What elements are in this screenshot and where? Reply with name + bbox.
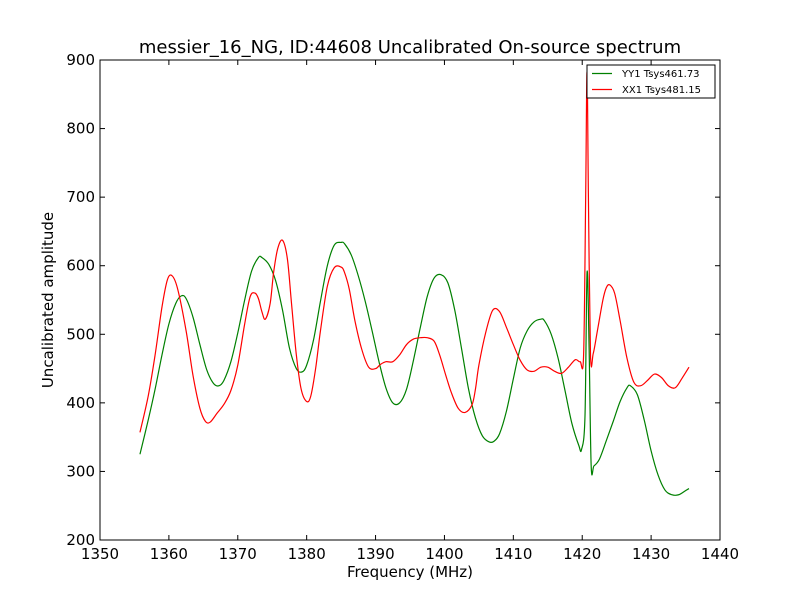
x-tick-label: 1350 — [81, 545, 119, 563]
series-line-xx1 — [139, 69, 690, 433]
x-tick-label: 1410 — [494, 545, 532, 563]
y-axis-title: Uncalibrated amplitude — [39, 212, 57, 388]
y-tick-label: 800 — [66, 120, 95, 138]
x-tick-label: 1430 — [632, 545, 670, 563]
x-tick-label: 1380 — [288, 545, 326, 563]
x-tick-label: 1420 — [563, 545, 601, 563]
plot-area — [100, 60, 720, 540]
x-axis-title: Frequency (MHz) — [347, 563, 473, 581]
y-tick-label: 900 — [66, 51, 95, 69]
x-tick-label: 1400 — [425, 545, 463, 563]
y-tick-label: 700 — [66, 188, 95, 206]
legend: YY1 Tsys461.73 XX1 Tsys481.15 — [586, 64, 716, 99]
y-tick-label: 200 — [66, 531, 95, 549]
chart-title: messier_16_NG, ID:44608 Uncalibrated On-… — [139, 37, 681, 58]
plot-frame — [99, 59, 721, 541]
legend-label-yy1: YY1 Tsys461.73 — [621, 69, 700, 80]
y-axis-ticks: 200 300 400 500 600 700 800 900 — [66, 51, 720, 549]
legend-label-xx1: XX1 Tsys481.15 — [622, 85, 701, 96]
y-tick-label: 400 — [66, 394, 95, 412]
x-tick-label: 1440 — [701, 545, 739, 563]
series-line-yy1 — [139, 241, 690, 496]
x-tick-label: 1360 — [150, 545, 188, 563]
y-tick-label: 300 — [66, 462, 95, 480]
x-axis-ticks: 1350 1360 1370 1380 1390 1400 1410 1420 1430 1440 — [81, 60, 739, 563]
y-tick-label: 600 — [66, 257, 95, 275]
y-tick-label: 500 — [66, 325, 95, 343]
x-tick-label: 1370 — [219, 545, 257, 563]
legend-box — [586, 64, 716, 99]
x-tick-label: 1390 — [356, 545, 394, 563]
series-group — [139, 69, 690, 496]
